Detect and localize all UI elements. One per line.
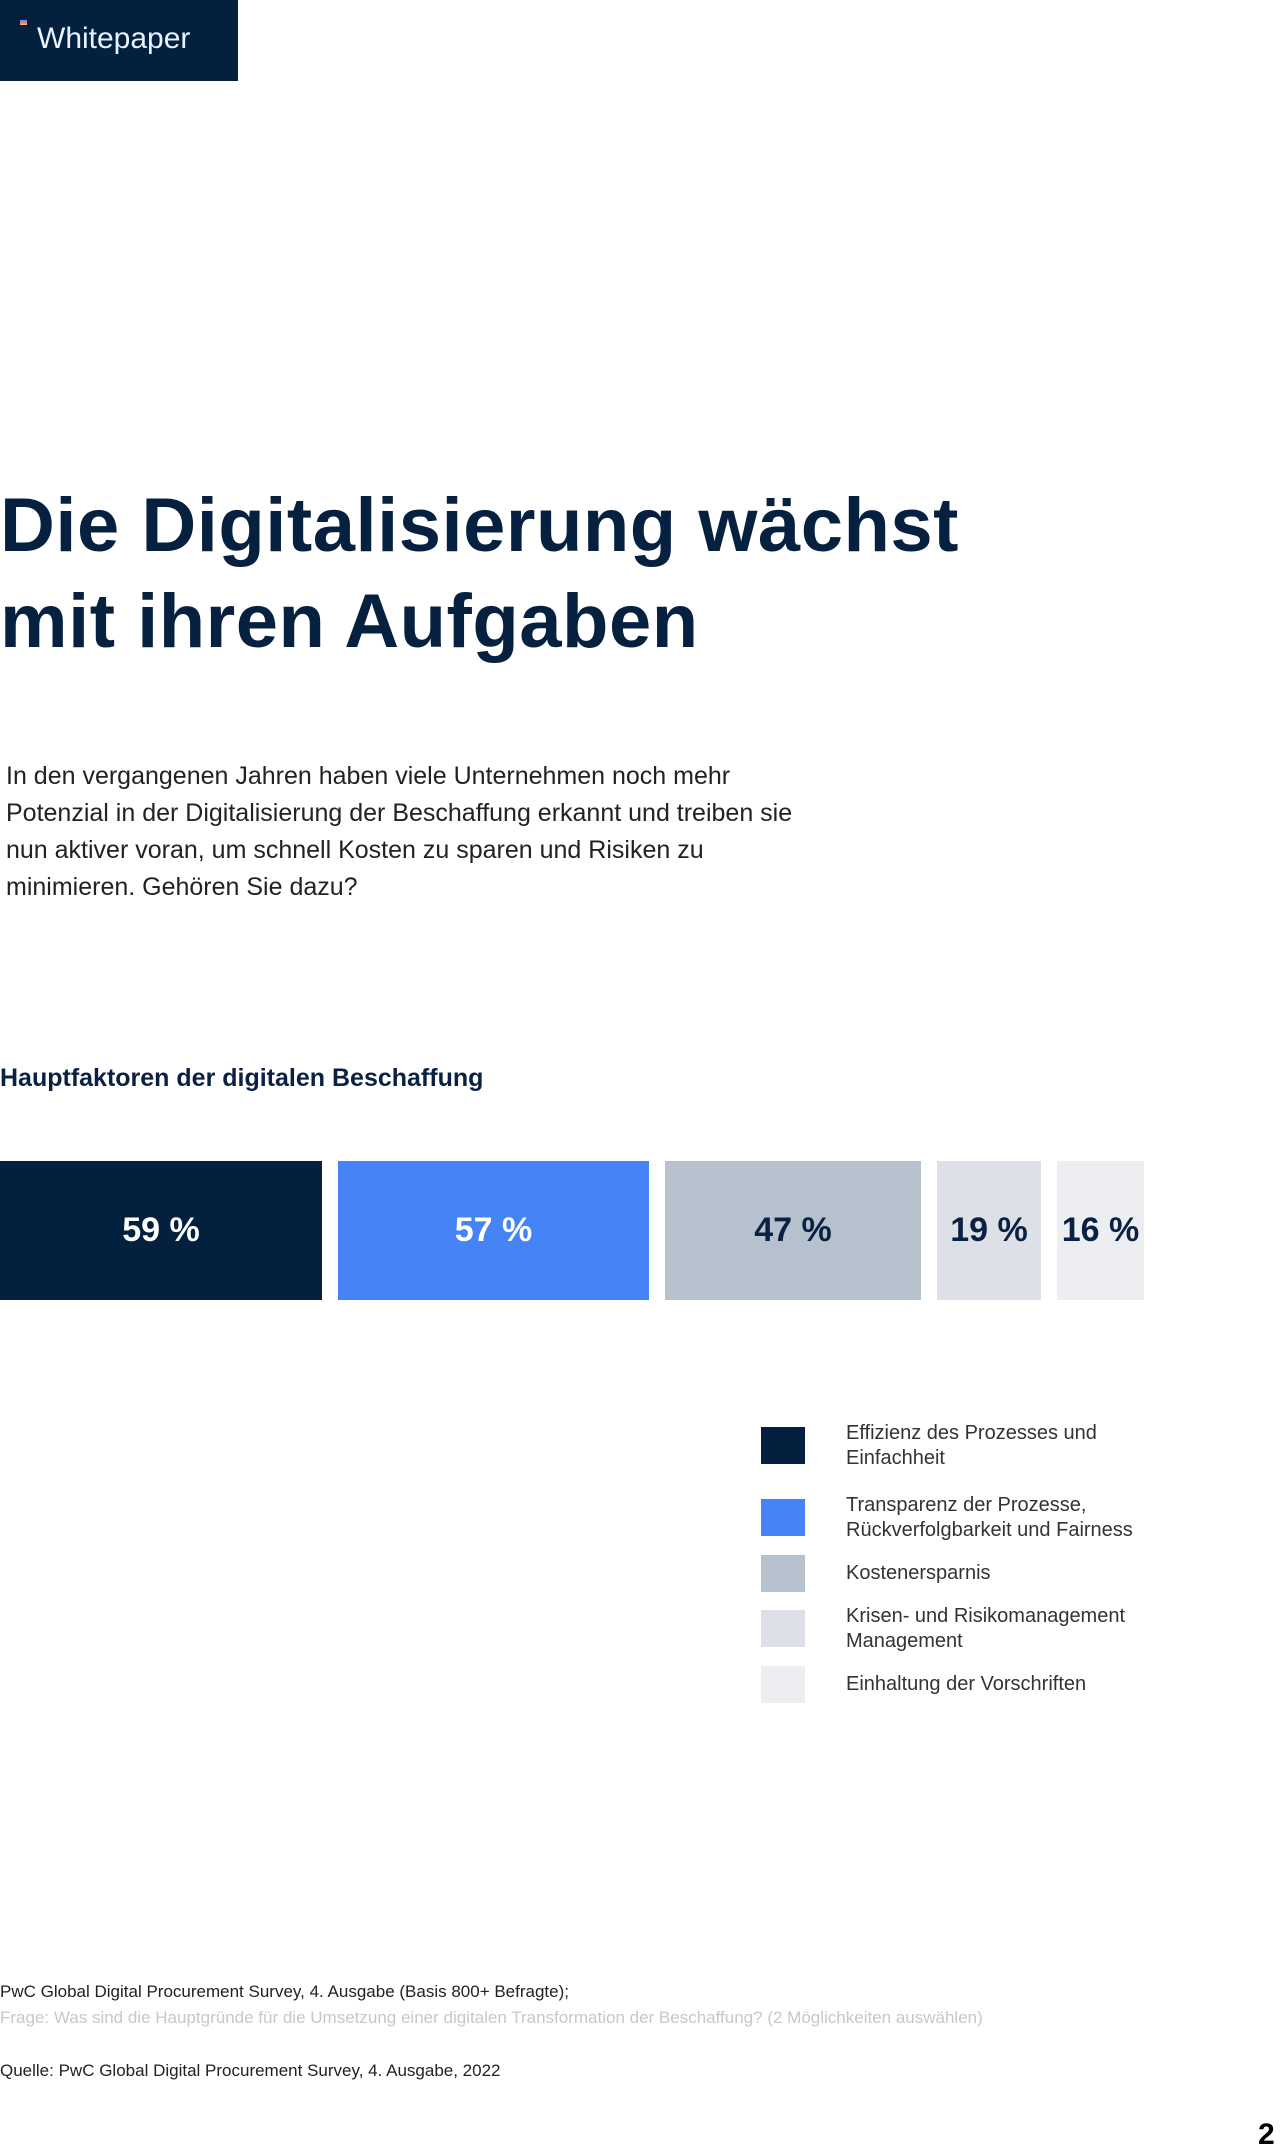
title-line: Die Digitalisierung wächst bbox=[0, 483, 959, 568]
footnote-basis: PwC Global Digital Procurement Survey, 4… bbox=[0, 1982, 569, 2001]
legend-label: Transparenz der Prozesse, Rückverfolgbar… bbox=[846, 1494, 1133, 1541]
intro-paragraph: In den vergangenen Jahren haben viele Un… bbox=[6, 762, 793, 901]
footnote-source: Quelle: PwC Global Digital Procurement S… bbox=[0, 2061, 501, 2080]
bar-4: 19 % bbox=[937, 1161, 1041, 1300]
bar-3: 47 % bbox=[665, 1161, 921, 1300]
page-title: Die Digitalisierung wächst mit ihren Auf… bbox=[0, 478, 959, 670]
bar-label: 57 % bbox=[454, 1211, 533, 1249]
legend-swatch bbox=[761, 1499, 805, 1536]
legend-swatch bbox=[761, 1666, 805, 1703]
flag-icon bbox=[20, 20, 27, 25]
chart-title: Hauptfaktoren der digitalen Beschaffung bbox=[0, 1064, 484, 1092]
bar-label: 47 % bbox=[754, 1211, 832, 1249]
page-number: 2 bbox=[1258, 2118, 1275, 2151]
footnote-question: Frage: Was sind die Hauptgründe für die … bbox=[0, 2008, 983, 2027]
legend-swatch bbox=[761, 1610, 805, 1647]
whitepaper-badge: Whitepaper bbox=[0, 0, 238, 81]
bar-1: 59 % bbox=[0, 1161, 322, 1300]
legend-label: Krisen- und Risikomanagement Management bbox=[846, 1605, 1126, 1652]
legend-swatch bbox=[761, 1555, 805, 1592]
title-line: mit ihren Aufgaben bbox=[0, 579, 699, 664]
legend-label: Kostenersparnis bbox=[846, 1562, 991, 1584]
legend-label: Einhaltung der Vorschriften bbox=[846, 1673, 1087, 1695]
legend-swatch bbox=[761, 1427, 805, 1464]
bar-label: 59 % bbox=[122, 1211, 200, 1249]
legend-label: Effizienz des Prozesses und Einfachheit bbox=[846, 1422, 1097, 1469]
bar-label: 16 % bbox=[1061, 1211, 1140, 1249]
badge-label: Whitepaper bbox=[37, 22, 191, 55]
bar-5: 16 % bbox=[1057, 1161, 1144, 1300]
bar-2: 57 % bbox=[338, 1161, 649, 1300]
bar-label: 19 % bbox=[950, 1211, 1028, 1249]
